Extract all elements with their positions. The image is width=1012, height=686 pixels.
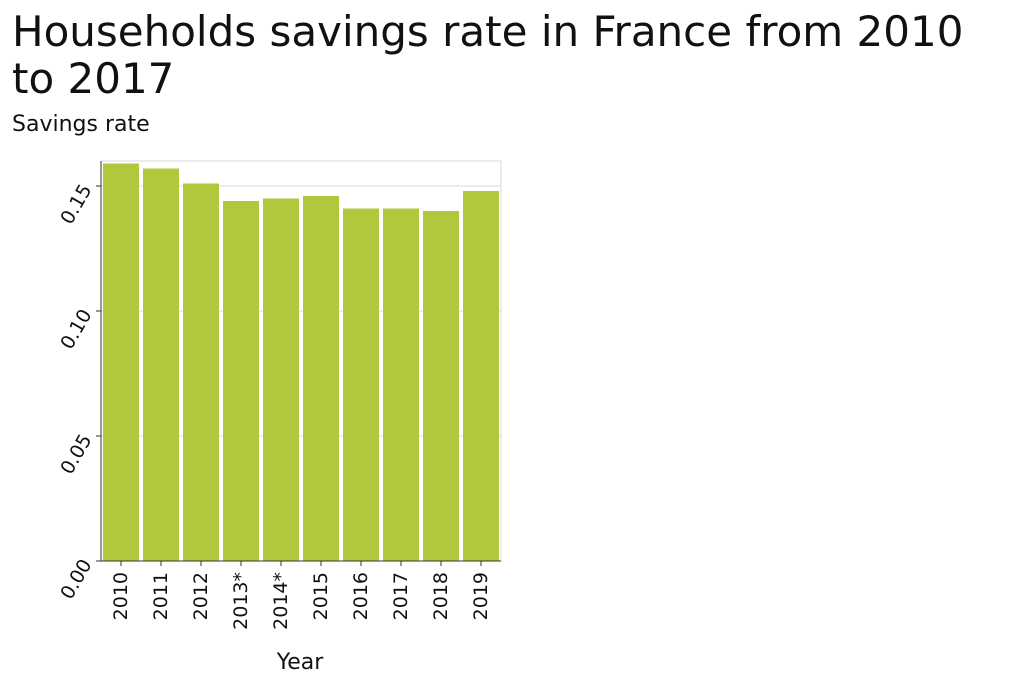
bar-2016 — [343, 208, 379, 561]
bar-2014 — [263, 198, 299, 561]
x-tick-label: 2014* — [270, 572, 292, 630]
y-ticks: 0.00 0.05 0.10 0.15 — [56, 181, 101, 604]
y-tick-label: 0.00 — [56, 556, 96, 604]
axes — [100, 161, 501, 562]
x-tick-label: 2015 — [310, 572, 332, 620]
bar-2017 — [383, 208, 419, 561]
bar-2015 — [303, 196, 339, 561]
bar-2011 — [143, 168, 179, 561]
x-tick-label: 2012 — [190, 572, 212, 620]
y-tick-label: 0.05 — [56, 431, 96, 479]
x-tick-label: 2016 — [350, 572, 372, 620]
y-tick-label: 0.15 — [56, 181, 96, 229]
x-ticks: 2010 2011 2012 2013* 2014* 2015 2016 2017 2018 20… — [110, 561, 492, 630]
bar-2013 — [223, 201, 259, 561]
x-axis-title: Year — [276, 650, 325, 675]
bars — [103, 163, 499, 561]
x-tick-label: 2018 — [430, 572, 452, 620]
bar-2012 — [183, 183, 219, 561]
bar-2010 — [103, 163, 139, 561]
y-axis-label: Savings rate — [12, 112, 150, 137]
x-tick-label: 2019 — [470, 572, 492, 620]
bar-2019 — [463, 191, 499, 561]
x-tick-label: 2017 — [390, 572, 412, 620]
x-tick-label: 2013* — [230, 572, 252, 630]
x-tick-label: 2010 — [110, 572, 132, 620]
y-tick-label: 0.10 — [56, 306, 96, 354]
bar-2018 — [423, 211, 459, 561]
x-tick-label: 2011 — [150, 572, 172, 620]
chart-title: Households savings rate in France from 2… — [12, 7, 964, 103]
